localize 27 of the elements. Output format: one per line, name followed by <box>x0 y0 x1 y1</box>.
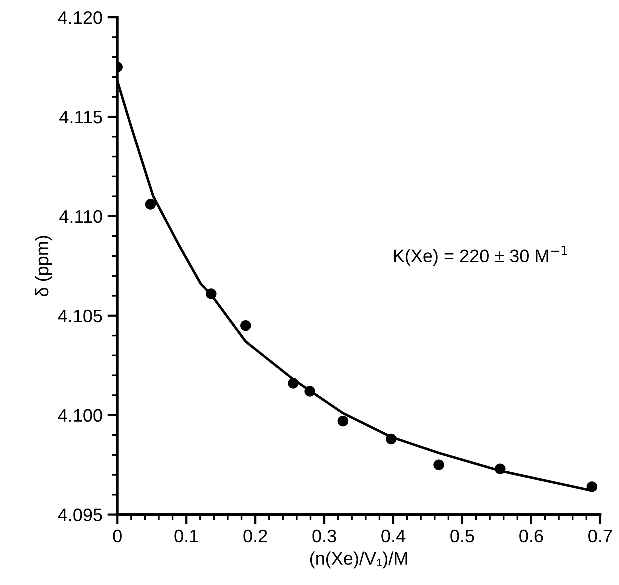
point <box>495 464 506 474</box>
point <box>338 416 349 427</box>
x-tick-label: 0.7 <box>588 530 612 543</box>
point <box>586 482 598 492</box>
point <box>288 378 299 389</box>
x-tick-label: 0 <box>113 530 122 543</box>
point <box>240 320 252 332</box>
y-tick-label: 4.120 <box>58 11 102 24</box>
y-tick-label: 4.105 <box>58 310 102 323</box>
x-axis-title: (n(Xe)/V₁)/M <box>310 552 408 569</box>
point <box>145 199 156 210</box>
point <box>206 288 217 300</box>
point <box>434 460 444 470</box>
x-tick-label: 0.4 <box>382 530 406 543</box>
y-tick-label: 4.115 <box>60 111 102 124</box>
x-tick-label: 0.5 <box>450 530 474 543</box>
y-tick-label: 4.110 <box>60 210 102 224</box>
point <box>304 386 316 397</box>
x-tick-label: 0.6 <box>520 530 544 543</box>
y-tick-label: 4.100 <box>58 409 102 422</box>
y-tick-label: 4.095 <box>58 508 102 522</box>
x-tick-label: 0.3 <box>312 530 336 543</box>
x-tick-label: 0.2 <box>244 530 268 543</box>
x-tick-label: 0.1 <box>174 530 198 543</box>
annotation: K(Xe) = 220 ± 30 M$^{−1}$ <box>394 246 568 266</box>
point <box>386 434 397 445</box>
y-axis-title: δ (ppm) <box>35 236 52 297</box>
